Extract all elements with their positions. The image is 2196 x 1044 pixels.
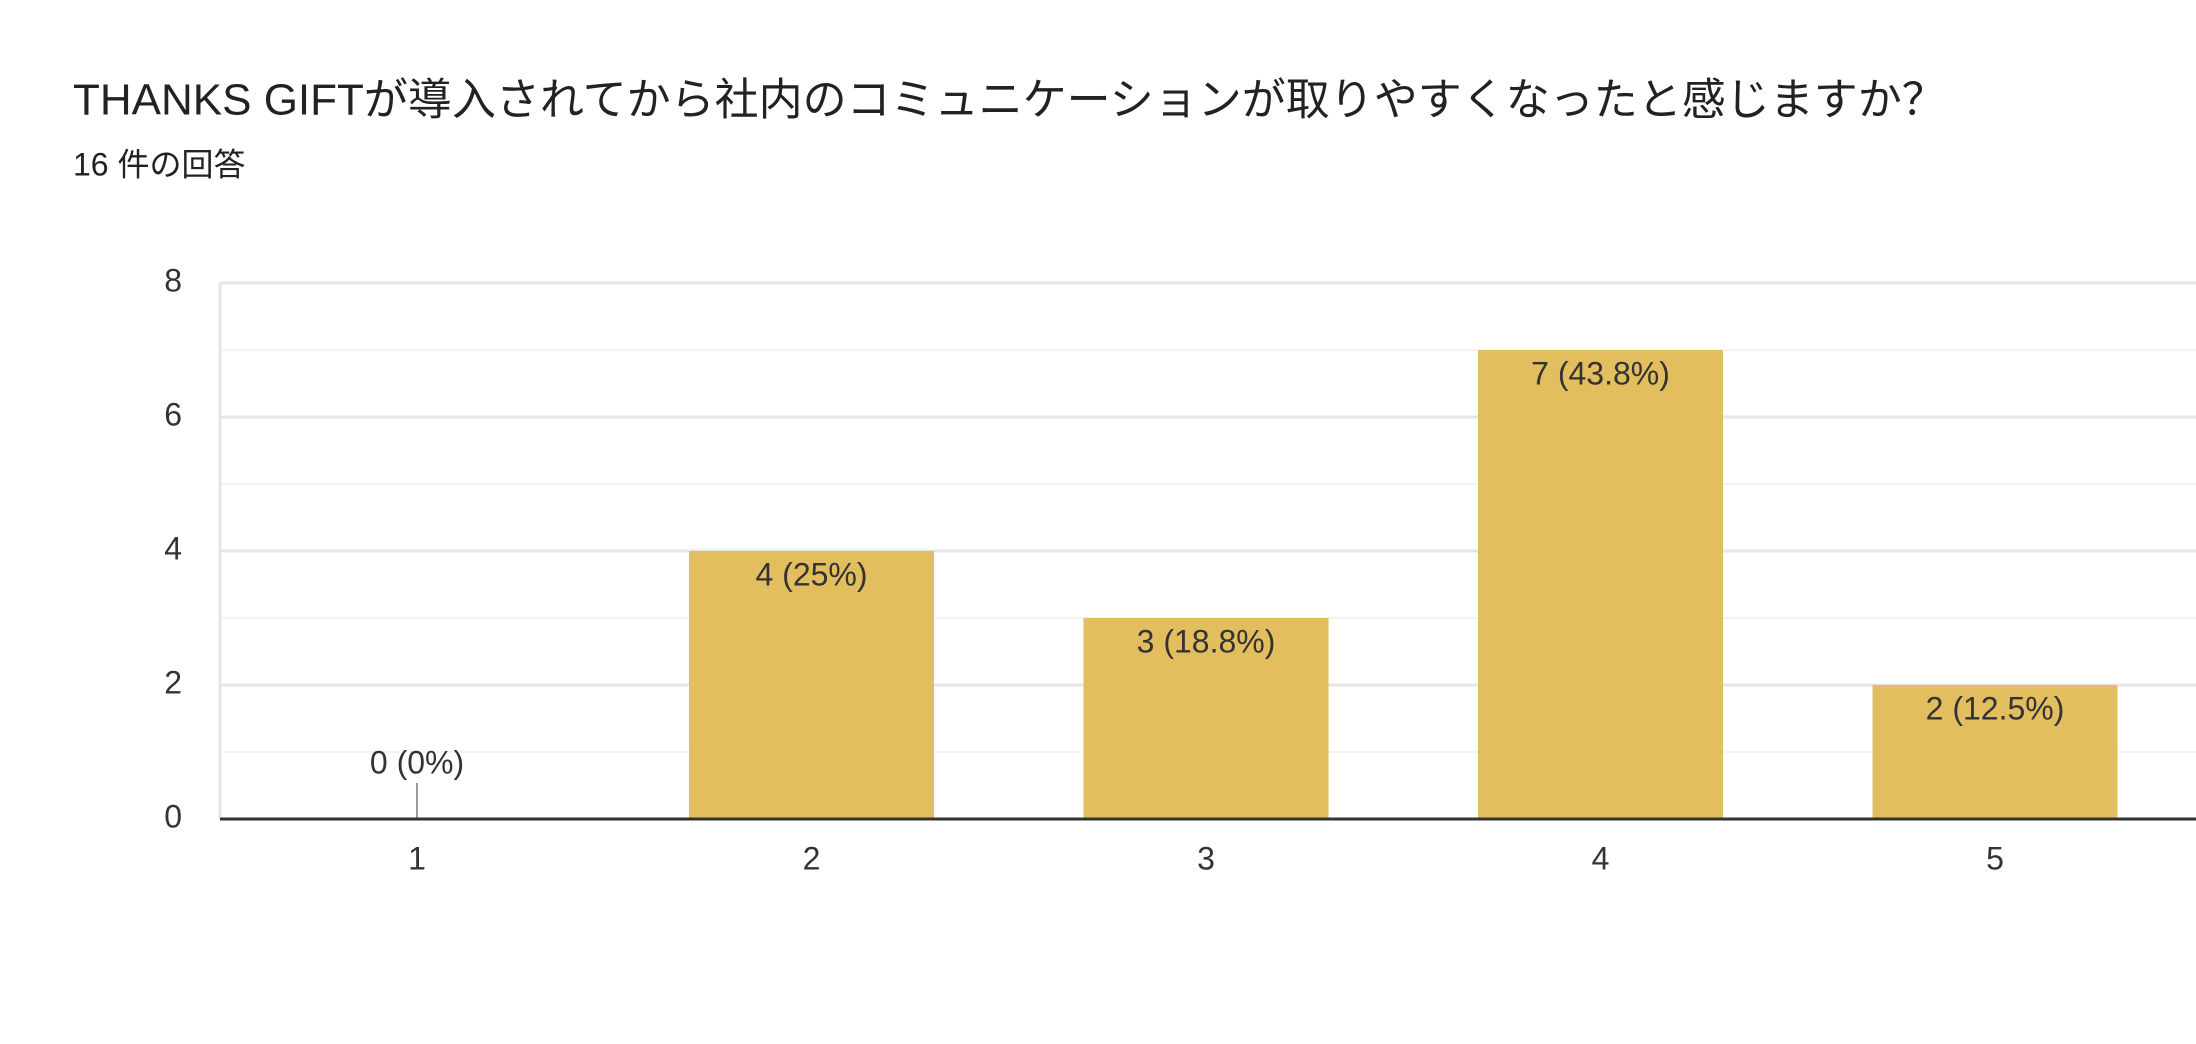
- bar: [1872, 685, 2118, 819]
- bar: [689, 551, 934, 819]
- x-tick-label: 5: [1986, 840, 2004, 876]
- x-tick-label: 1: [408, 840, 426, 876]
- bar: [1478, 350, 1723, 819]
- chart-subtitle: 16 件の回答: [73, 146, 246, 182]
- data-label: 2 (12.5%): [1926, 690, 2065, 726]
- chart-title: THANKS GIFTが導入されてから社内のコミュニケーションが取りやすくなった…: [73, 76, 1946, 125]
- y-tick-label: 8: [164, 262, 182, 298]
- x-tick-label: 2: [803, 840, 821, 876]
- data-label: 3 (18.8%): [1137, 623, 1276, 659]
- y-tick-label: 6: [164, 396, 182, 432]
- y-tick-label: 0: [164, 798, 182, 834]
- x-tick-label: 4: [1592, 840, 1610, 876]
- y-tick-label: 2: [164, 664, 182, 700]
- y-tick-label: 4: [164, 530, 182, 566]
- data-label: 0 (0%): [370, 744, 464, 780]
- bar: [1083, 618, 1329, 819]
- x-tick-label: 3: [1197, 840, 1215, 876]
- data-label: 7 (43.8%): [1531, 355, 1670, 391]
- data-label: 4 (25%): [755, 556, 867, 592]
